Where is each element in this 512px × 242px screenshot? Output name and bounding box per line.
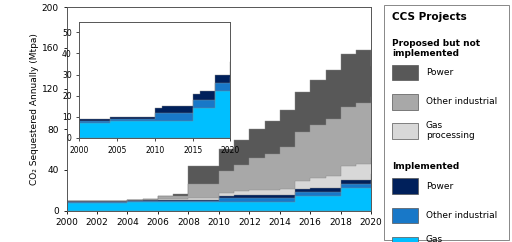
Bar — [392, 123, 418, 138]
Text: Power: Power — [426, 182, 453, 191]
Text: CCS Projects: CCS Projects — [392, 12, 466, 22]
Text: Gas
processing: Gas processing — [426, 235, 475, 242]
Bar — [392, 65, 418, 80]
Text: Implemented: Implemented — [392, 162, 459, 171]
FancyBboxPatch shape — [384, 5, 509, 240]
Text: Power: Power — [426, 68, 453, 77]
Bar — [392, 237, 418, 242]
Bar — [392, 208, 418, 223]
Text: Other industrial: Other industrial — [426, 211, 497, 220]
Y-axis label: CO₂ Sequestered Annually (Mtpa): CO₂ Sequestered Annually (Mtpa) — [30, 33, 39, 185]
Bar — [392, 179, 418, 194]
Text: Gas
processing: Gas processing — [426, 121, 475, 140]
Bar — [392, 94, 418, 109]
Text: Other industrial: Other industrial — [426, 97, 497, 106]
Text: Proposed but not
implemented: Proposed but not implemented — [392, 39, 480, 58]
